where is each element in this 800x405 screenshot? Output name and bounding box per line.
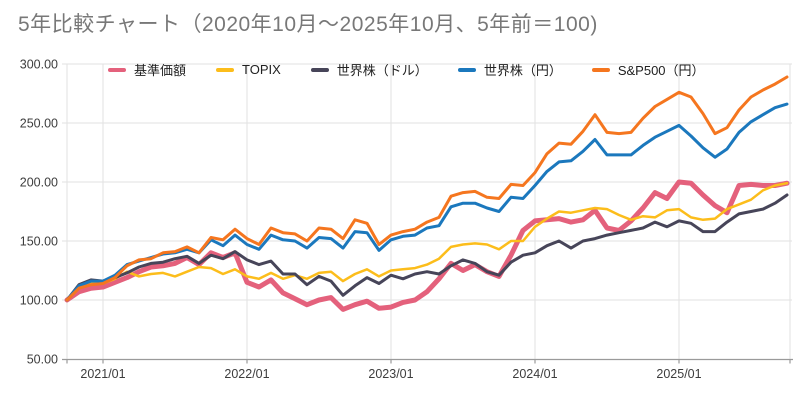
legend-item: S&P500（円） [591, 60, 705, 79]
chart-legend: 基準価額 TOPIX 世界株（ドル） 世界株（円） S&P500（円） [108, 60, 705, 79]
legend-swatch-icon [108, 67, 126, 72]
x-axis-tick-label: 2023/01 [368, 367, 413, 381]
series-line-TOPIX [65, 181, 789, 302]
legend-swatch-icon [216, 67, 235, 72]
legend-item: TOPIX [216, 62, 281, 77]
x-axis-tick-label: 2024/01 [512, 367, 557, 381]
legend-item: 世界株（ドル） [310, 60, 428, 79]
series-line-S&P500（円） [65, 75, 789, 302]
chart-title: 5年比較チャート（2020年10月～2025年10月、5年前＝100) [18, 13, 598, 36]
legend-swatch-icon [310, 67, 329, 72]
legend-item-label: TOPIX [242, 62, 281, 77]
legend-item-label: 基準価額 [134, 63, 187, 78]
x-axis-tick-label: 2022/01 [224, 367, 269, 381]
x-axis-tick-label: 2021/01 [80, 367, 125, 381]
y-axis-tick-label: 150.00 [20, 235, 58, 249]
legend-item-label: 世界株（ドル） [336, 63, 428, 78]
legend-item: 世界株（円） [457, 60, 562, 79]
x-axis-tick-label: 2025/01 [656, 367, 701, 381]
y-axis-tick-label: 50.00 [27, 353, 58, 367]
series-line-世界株（ドル） [65, 193, 789, 302]
legend-item: 基準価額 [108, 60, 186, 79]
y-axis-tick-label: 200.00 [20, 176, 58, 190]
legend-swatch-icon [591, 67, 610, 72]
legend-swatch-icon [457, 67, 476, 72]
series-line-世界株（円） [65, 102, 789, 302]
y-axis-tick-label: 300.00 [20, 58, 58, 72]
legend-item-label: S&P500（円） [617, 63, 705, 78]
y-axis-tick-label: 250.00 [20, 117, 58, 131]
y-axis-tick-label: 100.00 [20, 294, 58, 308]
legend-item-label: 世界株（円） [483, 63, 562, 78]
